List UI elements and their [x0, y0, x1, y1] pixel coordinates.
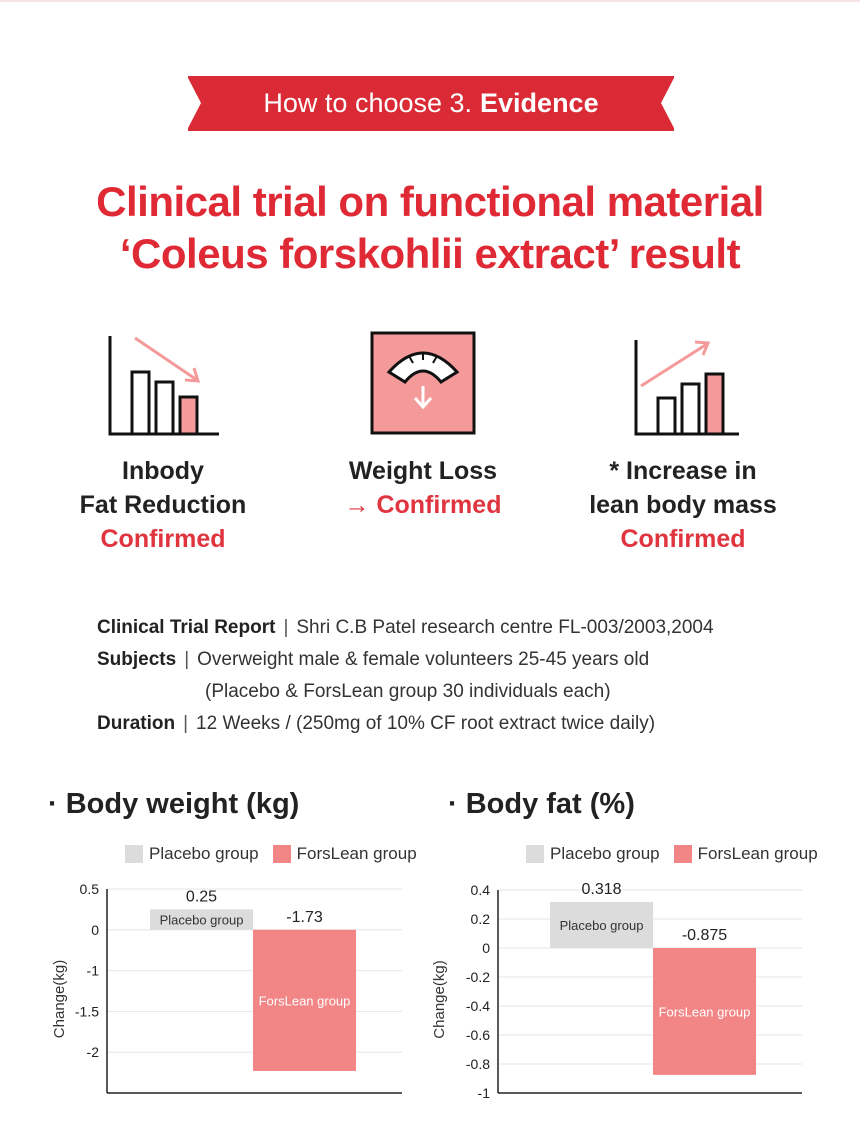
y-tick-label: -0.8: [466, 1056, 490, 1072]
y-axis-label: Change(kg): [431, 960, 448, 1038]
y-tick-label: 0: [482, 940, 490, 956]
chart-legend: Placebo group ForsLean group: [526, 844, 818, 864]
bar-chart-decrease-icon: [108, 336, 219, 436]
feature-fat-reduction: Inbody Fat Reduction Confirmed: [43, 330, 283, 556]
chart-title-body-fat: · Body fat (%): [448, 788, 635, 820]
feature-status: Confirmed: [100, 525, 226, 553]
bar-category-label: ForsLean group: [659, 1004, 751, 1019]
legend-swatch-placebo: [125, 845, 143, 863]
feature-weight-loss: Weight Loss → Confirmed: [303, 330, 543, 522]
y-tick-label: -0.2: [466, 969, 490, 985]
feature-label: Inbody: [122, 457, 204, 485]
bar-forslean: [653, 948, 756, 1075]
feature-status: Confirmed: [620, 525, 746, 553]
banner-strong: Evidence: [480, 88, 599, 118]
feature-label: lean body mass: [589, 491, 777, 519]
chart-title-body-weight: · Body weight (kg): [48, 788, 300, 820]
bar-forslean: [253, 929, 356, 1071]
title-line-2: ‘Coleus forskohlii extract’ result: [119, 230, 741, 277]
banner-prefix: How to choose 3.: [263, 88, 473, 118]
legend-swatch-forslean: [272, 845, 291, 863]
top-divider: [0, 0, 860, 2]
legend-label: ForsLean group: [697, 844, 818, 863]
legend-swatch-placebo: [526, 845, 544, 863]
title-line-1: Clinical trial on functional material: [96, 178, 764, 225]
y-tick-label: -0.6: [466, 1027, 490, 1043]
feature-status: → Confirmed: [344, 491, 502, 519]
feature-label: Fat Reduction: [79, 491, 247, 519]
chart-body-fat: 0.4 0.2 0 -0.2 -0.4 -0.6 -0.8 -1 Change(kg) Place…: [431, 881, 802, 1101]
feature-label: * Increase in: [609, 457, 757, 485]
bar-placebo: [150, 909, 253, 930]
y-tick-label: 0.5: [80, 881, 100, 897]
subjects-label: Subjects: [97, 649, 177, 670]
y-tick-label: 0: [91, 922, 99, 938]
bar-category-label: Placebo group: [160, 913, 244, 928]
data-label: 0.318: [581, 881, 621, 898]
y-tick-label: -1: [478, 1085, 491, 1101]
section-banner: How to choose 3. Evidence: [187, 76, 675, 131]
bar-category-label: ForsLean group: [259, 993, 351, 1008]
data-label: -0.875: [682, 927, 727, 944]
y-tick-label: -2: [87, 1044, 100, 1060]
data-label: 0.25: [186, 888, 217, 905]
y-tick-label: 0.2: [471, 911, 491, 927]
legend-label: Placebo group: [550, 844, 660, 863]
chart-legend: Placebo group ForsLean group: [125, 844, 417, 864]
trial-info: Clinical Trial Report | Shri C.B Patel res…: [97, 617, 714, 734]
report-value: Shri C.B Patel research centre FL-003/20…: [296, 617, 714, 638]
bar-placebo: [550, 901, 653, 948]
page-title: Clinical trial on functional material ‘C…: [0, 176, 860, 280]
feature-lean-mass: * Increase in lean body mass Confirmed: [563, 330, 803, 556]
chart-body-weight: 0.5 0 -1 -1.5 -2 Change(kg) Placebo group 0.25 F…: [51, 881, 402, 1094]
bar-category-label: Placebo group: [560, 918, 644, 933]
report-label: Clinical Trial Report: [97, 617, 276, 638]
subjects-value: Overweight male & female volunteers 25-4…: [197, 649, 650, 670]
scale-icon: [370, 331, 476, 435]
y-axis-label: Change(kg): [51, 960, 68, 1038]
subjects-value-detail: (Placebo & ForsLean group 30 individuals…: [205, 681, 611, 702]
feature-label: Weight Loss: [348, 457, 498, 485]
duration-value: 12 Weeks / (250mg of 10% CF root extract…: [196, 713, 656, 734]
legend-label: Placebo group: [149, 844, 259, 863]
data-label: -1.73: [286, 909, 323, 926]
y-tick-label: 0.4: [471, 882, 491, 898]
y-tick-label: -0.4: [466, 998, 490, 1014]
duration-label: Duration: [97, 713, 176, 734]
y-tick-label: -1.5: [75, 1003, 99, 1019]
bar-chart-increase-icon: [634, 340, 739, 436]
legend-label: ForsLean group: [296, 844, 417, 863]
legend-swatch-forslean: [673, 845, 692, 863]
y-tick-label: -1: [87, 963, 100, 979]
